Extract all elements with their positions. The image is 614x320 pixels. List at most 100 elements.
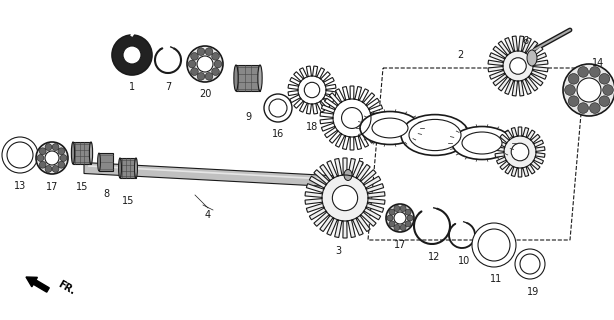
Circle shape bbox=[563, 64, 614, 116]
Ellipse shape bbox=[119, 158, 122, 178]
Bar bbox=[236, 65, 260, 91]
Text: 18: 18 bbox=[306, 122, 318, 132]
Circle shape bbox=[332, 185, 357, 211]
Circle shape bbox=[577, 78, 601, 102]
Text: 11: 11 bbox=[490, 274, 502, 284]
Circle shape bbox=[394, 212, 406, 224]
Polygon shape bbox=[84, 163, 348, 188]
Circle shape bbox=[405, 221, 411, 227]
Circle shape bbox=[478, 229, 510, 261]
Text: 1: 1 bbox=[129, 82, 135, 92]
Circle shape bbox=[515, 249, 545, 279]
Circle shape bbox=[565, 85, 575, 95]
Text: 3: 3 bbox=[335, 246, 341, 256]
Circle shape bbox=[7, 142, 33, 168]
Circle shape bbox=[191, 68, 198, 76]
Ellipse shape bbox=[360, 111, 420, 145]
Circle shape bbox=[39, 161, 46, 168]
Text: 4: 4 bbox=[205, 210, 211, 220]
Text: FR.: FR. bbox=[56, 279, 77, 297]
Ellipse shape bbox=[71, 142, 75, 164]
Circle shape bbox=[589, 67, 600, 77]
Ellipse shape bbox=[409, 119, 461, 151]
Text: 6: 6 bbox=[522, 36, 528, 46]
Bar bbox=[73, 142, 91, 164]
Circle shape bbox=[37, 155, 44, 161]
Circle shape bbox=[599, 74, 610, 84]
Circle shape bbox=[36, 142, 68, 174]
Text: 8: 8 bbox=[103, 189, 109, 199]
Text: 19: 19 bbox=[527, 287, 539, 297]
Polygon shape bbox=[495, 127, 545, 177]
Text: 12: 12 bbox=[428, 252, 440, 262]
Circle shape bbox=[205, 48, 213, 55]
Text: 10: 10 bbox=[458, 256, 470, 266]
Circle shape bbox=[394, 205, 400, 212]
Circle shape bbox=[589, 103, 600, 113]
Circle shape bbox=[39, 148, 46, 155]
Circle shape bbox=[112, 35, 152, 75]
Circle shape bbox=[405, 209, 411, 215]
Circle shape bbox=[52, 165, 59, 172]
Circle shape bbox=[45, 151, 59, 165]
FancyArrow shape bbox=[26, 277, 49, 292]
Circle shape bbox=[389, 209, 395, 215]
Circle shape bbox=[191, 52, 198, 60]
Circle shape bbox=[389, 221, 395, 227]
Ellipse shape bbox=[258, 65, 262, 91]
Bar bbox=[120, 158, 136, 178]
Circle shape bbox=[569, 74, 579, 84]
Circle shape bbox=[123, 46, 141, 64]
Circle shape bbox=[187, 46, 223, 82]
Text: 13: 13 bbox=[14, 181, 26, 191]
Ellipse shape bbox=[372, 118, 408, 138]
Text: 9: 9 bbox=[245, 112, 251, 122]
Circle shape bbox=[45, 144, 52, 150]
Circle shape bbox=[212, 68, 219, 76]
Text: 15: 15 bbox=[76, 182, 88, 192]
Circle shape bbox=[2, 137, 38, 173]
Text: 16: 16 bbox=[272, 129, 284, 139]
Circle shape bbox=[578, 103, 588, 113]
Polygon shape bbox=[305, 158, 385, 238]
Text: 20: 20 bbox=[199, 89, 211, 99]
Circle shape bbox=[58, 148, 64, 155]
Circle shape bbox=[45, 165, 52, 172]
Ellipse shape bbox=[234, 65, 238, 91]
Circle shape bbox=[188, 60, 196, 68]
Ellipse shape bbox=[462, 132, 502, 154]
Circle shape bbox=[394, 224, 400, 230]
Text: 7: 7 bbox=[165, 82, 171, 92]
Circle shape bbox=[305, 82, 320, 98]
Circle shape bbox=[197, 48, 205, 55]
Polygon shape bbox=[320, 86, 384, 150]
Ellipse shape bbox=[90, 142, 93, 164]
Polygon shape bbox=[288, 66, 336, 114]
Circle shape bbox=[341, 108, 362, 128]
Circle shape bbox=[520, 254, 540, 274]
Circle shape bbox=[599, 96, 610, 107]
Circle shape bbox=[52, 144, 59, 150]
Circle shape bbox=[212, 52, 219, 60]
Polygon shape bbox=[488, 36, 548, 96]
Ellipse shape bbox=[452, 126, 512, 159]
Ellipse shape bbox=[401, 115, 469, 156]
Circle shape bbox=[400, 224, 406, 230]
Ellipse shape bbox=[134, 158, 138, 178]
Circle shape bbox=[510, 58, 526, 74]
Ellipse shape bbox=[98, 153, 101, 171]
Text: 2: 2 bbox=[457, 50, 463, 60]
Circle shape bbox=[569, 96, 579, 107]
Bar bbox=[99, 153, 113, 171]
Circle shape bbox=[472, 223, 516, 267]
Circle shape bbox=[400, 205, 406, 212]
Circle shape bbox=[205, 73, 213, 80]
Ellipse shape bbox=[344, 170, 352, 180]
Circle shape bbox=[264, 94, 292, 122]
Circle shape bbox=[214, 60, 222, 68]
Circle shape bbox=[578, 67, 588, 77]
Circle shape bbox=[407, 215, 413, 221]
Circle shape bbox=[58, 161, 64, 168]
Circle shape bbox=[197, 73, 205, 80]
Circle shape bbox=[511, 143, 529, 161]
